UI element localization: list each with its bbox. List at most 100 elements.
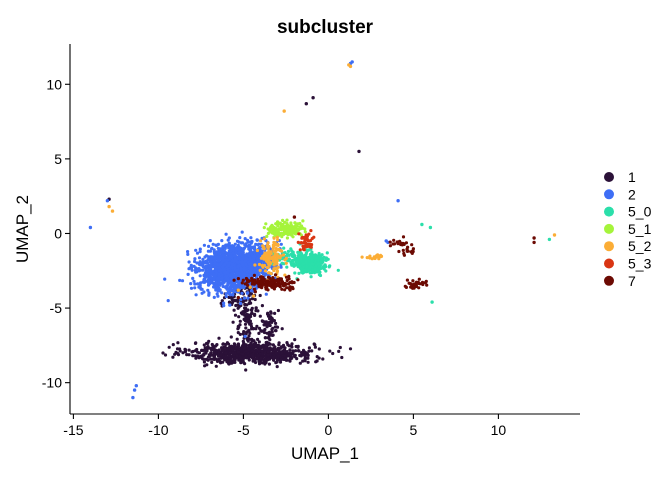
data-point xyxy=(231,292,235,296)
data-point xyxy=(223,343,228,347)
data-point xyxy=(105,199,110,203)
legend-swatch xyxy=(604,275,614,286)
data-point xyxy=(248,266,252,270)
data-point xyxy=(290,233,294,237)
data-point xyxy=(262,256,266,260)
data-point xyxy=(220,239,224,243)
data-point xyxy=(235,239,240,243)
data-point xyxy=(270,327,274,332)
data-point xyxy=(317,251,321,256)
data-point xyxy=(233,313,238,317)
legend-label: 1 xyxy=(628,169,636,185)
data-point xyxy=(250,282,255,286)
data-point xyxy=(248,270,252,274)
data-point xyxy=(238,283,242,288)
data-point xyxy=(240,291,244,295)
data-point xyxy=(131,395,135,400)
data-point xyxy=(274,258,278,262)
data-point xyxy=(193,259,197,264)
data-point xyxy=(307,349,311,353)
data-point xyxy=(195,267,199,271)
data-point xyxy=(226,258,230,262)
data-point xyxy=(187,260,191,264)
data-point xyxy=(283,288,287,292)
data-point xyxy=(285,265,289,269)
legend-label: 7 xyxy=(628,273,636,289)
data-point xyxy=(336,268,340,272)
data-point xyxy=(210,276,214,280)
data-point xyxy=(391,242,395,246)
data-point xyxy=(107,204,111,209)
data-point xyxy=(203,255,207,259)
data-point xyxy=(297,232,301,236)
data-point xyxy=(286,232,290,237)
data-point xyxy=(251,359,255,363)
data-point xyxy=(273,311,277,315)
data-point xyxy=(269,310,273,314)
legend-item-5_2: 5_2 xyxy=(604,238,652,254)
data-point xyxy=(290,281,294,285)
legend-label: 5_1 xyxy=(628,221,652,237)
data-point xyxy=(248,249,252,253)
data-point xyxy=(214,357,218,361)
data-point xyxy=(217,354,221,358)
data-point xyxy=(233,356,237,360)
data-point xyxy=(187,353,191,357)
data-point xyxy=(209,357,213,361)
data-point xyxy=(414,284,419,289)
data-point xyxy=(245,270,249,274)
data-point xyxy=(275,235,279,239)
data-point xyxy=(236,288,240,292)
data-point xyxy=(195,251,200,255)
data-point xyxy=(258,314,262,318)
data-point xyxy=(292,215,297,219)
legend-swatch xyxy=(604,206,614,217)
data-point xyxy=(241,359,245,363)
data-point xyxy=(392,238,396,242)
data-point xyxy=(276,242,280,246)
data-point xyxy=(206,341,210,345)
data-point xyxy=(193,257,197,261)
data-point xyxy=(264,283,268,287)
data-point xyxy=(266,336,270,340)
data-point xyxy=(223,268,227,272)
data-point xyxy=(228,254,232,258)
data-point xyxy=(253,290,257,294)
data-point xyxy=(310,349,314,353)
data-point xyxy=(266,350,270,354)
data-point xyxy=(217,286,221,290)
data-point xyxy=(258,246,262,250)
data-point xyxy=(321,266,325,270)
data-point xyxy=(266,342,271,346)
data-point xyxy=(244,332,248,336)
data-point xyxy=(221,360,225,364)
data-point xyxy=(208,239,212,243)
data-point xyxy=(257,326,262,330)
data-point xyxy=(256,337,260,341)
data-point xyxy=(264,222,268,226)
data-point xyxy=(338,345,342,350)
data-point xyxy=(191,354,195,358)
data-point xyxy=(308,266,312,270)
data-point xyxy=(283,354,287,358)
data-point xyxy=(275,325,280,329)
data-point xyxy=(405,278,409,282)
data-point xyxy=(272,319,276,323)
legend-item-5_0: 5_0 xyxy=(604,204,652,220)
data-point xyxy=(281,345,285,349)
data-point xyxy=(223,249,227,254)
data-point xyxy=(293,353,297,357)
data-point xyxy=(180,279,185,283)
data-point xyxy=(202,280,206,284)
data-point xyxy=(244,354,248,358)
data-point xyxy=(230,288,234,292)
points-layer xyxy=(88,60,557,400)
data-point xyxy=(257,331,261,335)
data-point xyxy=(163,277,167,281)
data-point xyxy=(309,229,313,233)
y-ticks: -10 -5 0 5 10 xyxy=(42,76,70,391)
data-point xyxy=(221,253,225,257)
data-point xyxy=(257,279,261,283)
data-point xyxy=(301,262,306,266)
data-point xyxy=(420,280,425,284)
